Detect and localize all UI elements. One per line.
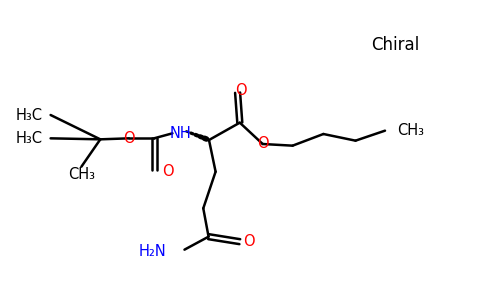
- Text: O: O: [162, 164, 174, 179]
- Text: CH₃: CH₃: [68, 167, 95, 182]
- Text: H₃C: H₃C: [15, 131, 43, 146]
- Text: NH: NH: [169, 126, 191, 141]
- Text: O: O: [123, 131, 135, 146]
- Text: H₃C: H₃C: [15, 107, 43, 122]
- Text: O: O: [257, 136, 269, 152]
- Text: O: O: [235, 83, 246, 98]
- Text: O: O: [243, 234, 255, 249]
- Text: H₂N: H₂N: [139, 244, 166, 259]
- Text: CH₃: CH₃: [397, 123, 424, 138]
- Text: Chiral: Chiral: [371, 36, 419, 54]
